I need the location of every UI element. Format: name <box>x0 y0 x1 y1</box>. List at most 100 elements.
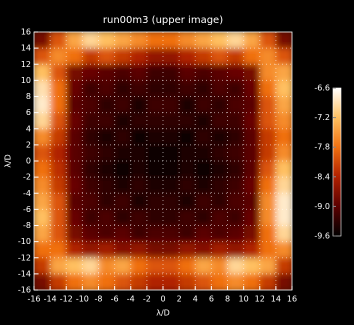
heat-cell <box>243 257 261 275</box>
heat-cell <box>179 225 196 243</box>
heat-cell <box>130 241 148 259</box>
heat-cell <box>82 112 99 130</box>
heat-cell <box>82 257 99 275</box>
heat-cell <box>114 64 132 81</box>
heat-cell <box>82 32 99 49</box>
heat-cell <box>259 225 277 243</box>
heat-cell <box>195 64 212 81</box>
heat-cell <box>146 48 164 65</box>
x-tick-label: -2 <box>143 295 151 304</box>
heat-cell <box>146 241 164 259</box>
heat-cell <box>211 112 228 130</box>
heat-cell <box>66 32 83 49</box>
heat-cell <box>227 48 245 65</box>
heat-cell <box>114 209 132 226</box>
heat-cell <box>211 241 228 259</box>
heat-cell <box>82 96 99 114</box>
heat-cell <box>163 96 180 114</box>
y-tick-label: 16 <box>21 28 31 37</box>
heat-cell <box>66 193 83 210</box>
heat-cell <box>211 273 228 290</box>
heat-cell <box>130 193 148 210</box>
heat-cell <box>275 177 292 194</box>
heat-cell <box>211 64 228 81</box>
heat-cell <box>163 273 180 290</box>
x-tick-label: -12 <box>60 295 73 304</box>
heat-cell <box>66 209 83 226</box>
heat-cell <box>211 32 228 49</box>
heat-cell <box>34 177 51 194</box>
heat-cell <box>114 225 132 243</box>
heat-cell <box>50 225 67 243</box>
heat-cell <box>179 144 196 162</box>
heat-cell <box>227 209 245 226</box>
heat-cell <box>195 209 212 226</box>
heat-cell <box>66 80 83 97</box>
heat-cell <box>259 32 277 49</box>
colorbar <box>332 87 342 237</box>
heat-cell <box>130 128 148 146</box>
y-tick-label: -12 <box>18 253 31 262</box>
heat-cell <box>98 241 116 259</box>
heat-cell <box>195 32 212 49</box>
heat-cell <box>227 257 245 275</box>
heat-cell <box>82 48 99 65</box>
x-tick-label: -10 <box>76 295 89 304</box>
heat-cell <box>34 273 51 290</box>
heat-cell <box>195 128 212 146</box>
heat-cell <box>195 80 212 97</box>
heat-cell <box>82 209 99 226</box>
heat-cell <box>114 128 132 146</box>
heat-cell <box>66 48 83 65</box>
heat-cell <box>98 257 116 275</box>
heat-cell <box>259 257 277 275</box>
heat-cell <box>179 96 196 114</box>
heat-cell <box>146 112 164 130</box>
heat-cell <box>82 128 99 146</box>
heat-cell <box>227 193 245 210</box>
heat-cell <box>211 96 228 114</box>
heat-cell <box>114 144 132 162</box>
heat-cell <box>259 241 277 259</box>
heat-cell <box>50 257 67 275</box>
heat-cell <box>146 32 164 49</box>
heat-cell <box>50 241 67 259</box>
heat-cell <box>211 128 228 146</box>
heat-cell <box>82 225 99 243</box>
x-tick-label: -4 <box>127 295 135 304</box>
heat-cell <box>50 128 67 146</box>
heat-cell <box>34 32 51 49</box>
heat-cell <box>66 225 83 243</box>
heat-cell <box>259 144 277 162</box>
y-tick-label: 0 <box>26 157 31 166</box>
axes: -16 -14 -12 -10 -8 -6 -4 -2 0 2 4 6 8 10 12 14 16-16-14-… <box>18 28 342 304</box>
heat-cell <box>82 273 99 290</box>
heat-cell <box>98 177 116 194</box>
x-tick-label: -8 <box>95 295 103 304</box>
heat-cell <box>34 96 51 114</box>
heat-cell <box>243 128 261 146</box>
heat-cell <box>98 144 116 162</box>
heat-cell <box>114 257 132 275</box>
heat-cell <box>243 96 261 114</box>
heat-cell <box>130 96 148 114</box>
y-tick-label: 14 <box>21 44 31 53</box>
colorbar-tick-label: -8.4 <box>314 172 330 181</box>
y-tick-label: -8 <box>23 221 31 230</box>
heat-cell <box>163 257 180 275</box>
x-axis-label: λ/D <box>156 309 170 318</box>
x-tick-label: 6 <box>209 295 214 304</box>
heat-cell <box>146 209 164 226</box>
heat-cell <box>34 112 51 130</box>
heat-cell <box>66 241 83 259</box>
heat-cell <box>163 144 180 162</box>
heat-cell <box>114 48 132 65</box>
heat-cell <box>275 112 292 130</box>
x-tick-label: -14 <box>44 295 57 304</box>
heat-cell <box>275 96 292 114</box>
heat-cell <box>146 161 164 178</box>
heat-cell <box>211 48 228 65</box>
x-tick-label: 8 <box>225 295 230 304</box>
heat-cell <box>195 193 212 210</box>
y-tick-label: -4 <box>23 189 31 198</box>
